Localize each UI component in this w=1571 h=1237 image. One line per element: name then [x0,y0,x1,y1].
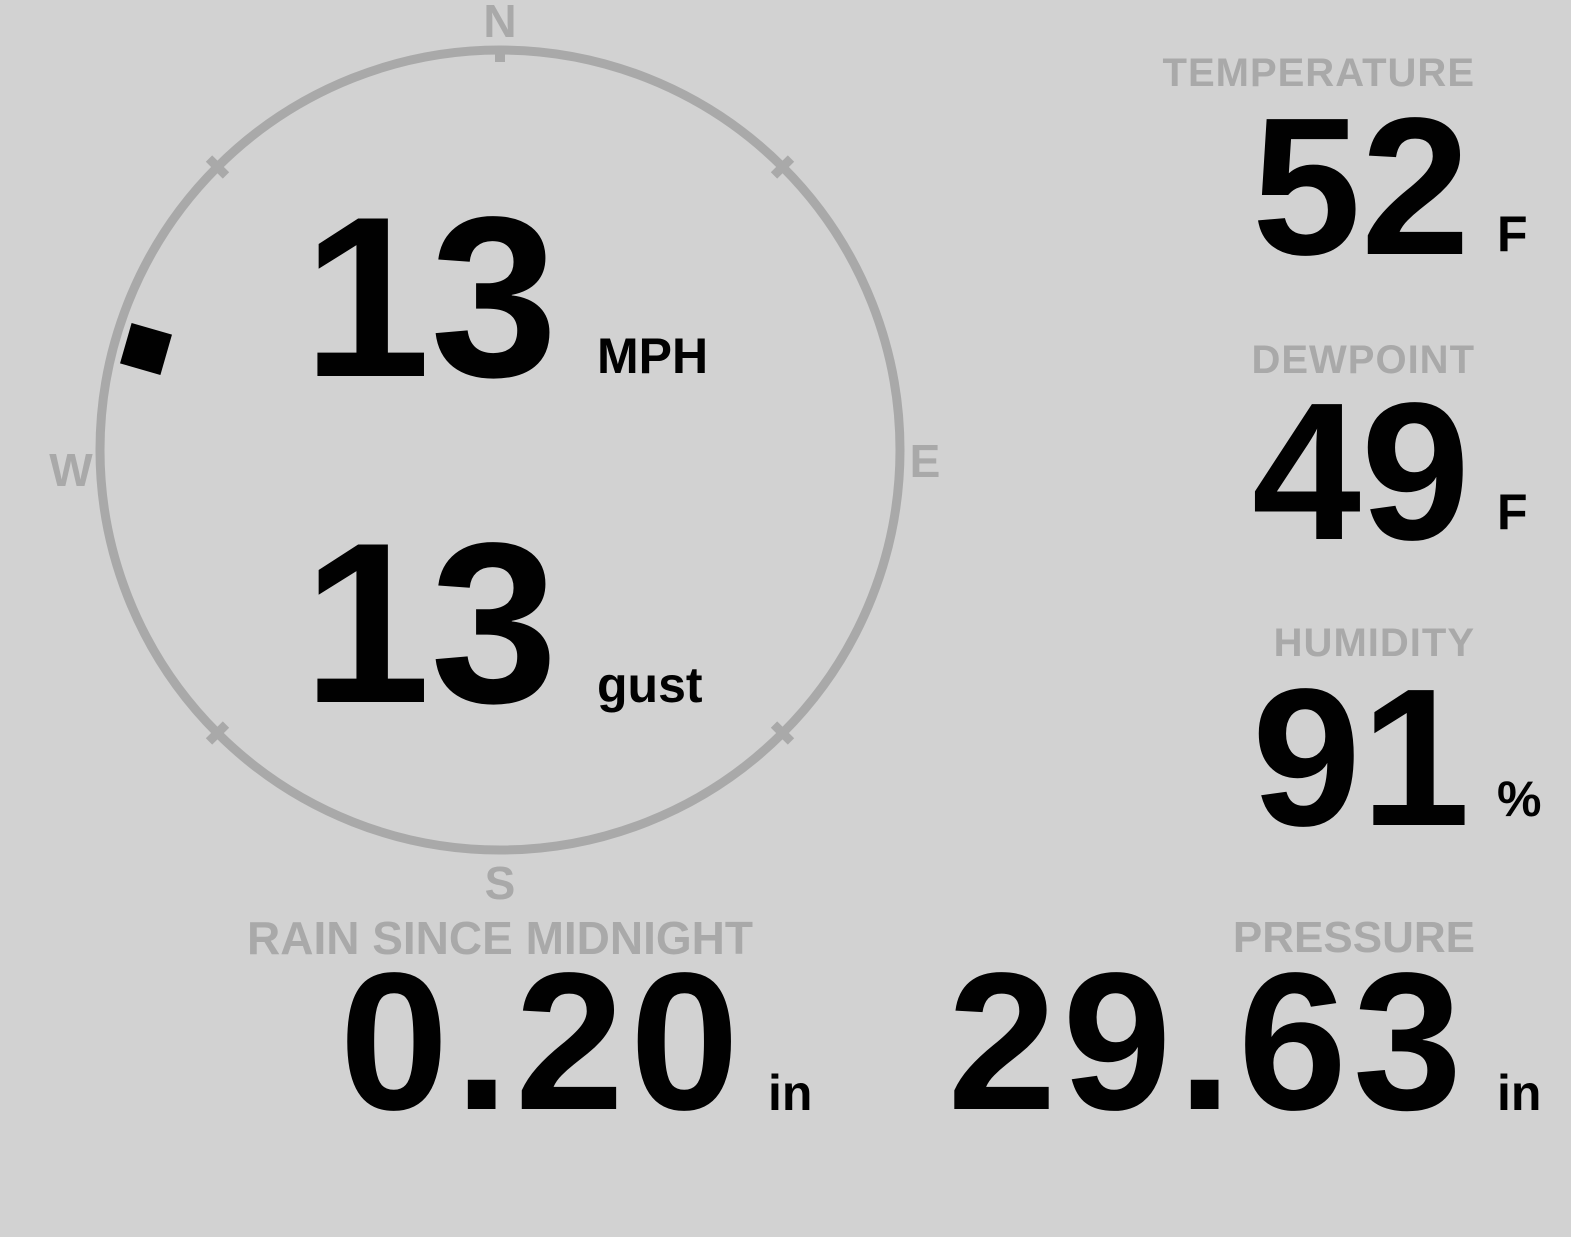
temperature-unit: F [1497,206,1528,262]
pressure-value: 29.63 [947,932,1468,1151]
pressure-label: PRESSURE [1232,913,1475,962]
rain-unit: in [768,1065,813,1121]
wind-speed-unit: MPH [597,328,709,384]
dewpoint-value: 49 [1251,362,1470,581]
dewpoint-label: DEWPOINT [1251,338,1475,382]
wind-gust-value: 13 [303,495,558,751]
compass-label-east: E [909,435,941,487]
compass-label-south: S [484,857,516,909]
wind-gust-unit: gust [597,657,703,713]
compass-label-west: W [49,444,93,496]
temperature-label: TEMPERATURE [1162,51,1475,95]
rain-value: 0.20 [339,932,745,1151]
humidity-unit: % [1497,771,1542,827]
wind-speed-value: 13 [303,169,558,425]
humidity-value: 91 [1251,648,1470,867]
humidity-label: HUMIDITY [1273,621,1475,665]
compass-tick-north [495,46,505,62]
compass-ring [95,45,905,855]
compass-label-north: N [483,0,517,47]
rain-label: RAIN SINCE MIDNIGHT [247,912,753,964]
dewpoint-unit: F [1497,484,1528,540]
pressure-unit: in [1497,1065,1542,1121]
temperature-value: 52 [1251,77,1470,296]
